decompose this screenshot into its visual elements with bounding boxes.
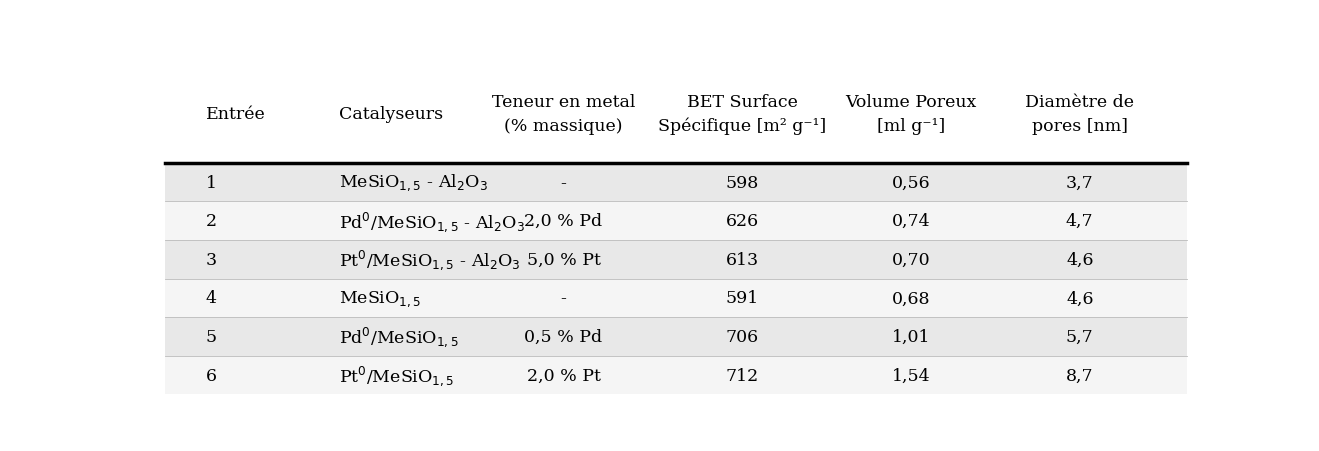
Text: 2,0 % Pd: 2,0 % Pd [525, 213, 603, 230]
Text: 2,0 % Pt: 2,0 % Pt [526, 367, 600, 384]
Text: 0,70: 0,70 [892, 251, 930, 268]
Text: Pd$^0$/MeSiO$_{1,5}$: Pd$^0$/MeSiO$_{1,5}$ [339, 325, 458, 349]
Text: 5,7: 5,7 [1066, 328, 1093, 345]
Text: -: - [561, 290, 566, 307]
Text: 1,54: 1,54 [892, 367, 930, 384]
Text: Pt$^0$/MeSiO$_{1,5}$: Pt$^0$/MeSiO$_{1,5}$ [339, 364, 454, 387]
Text: Pd$^0$/MeSiO$_{1,5}$ - Al$_2$O$_3$: Pd$^0$/MeSiO$_{1,5}$ - Al$_2$O$_3$ [339, 209, 525, 233]
Text: 591: 591 [725, 290, 758, 307]
Text: -: - [561, 174, 566, 191]
Text: 0,5 % Pd: 0,5 % Pd [525, 328, 603, 345]
Text: 5: 5 [206, 328, 216, 345]
Text: Pt$^0$/MeSiO$_{1,5}$ - Al$_2$O$_3$: Pt$^0$/MeSiO$_{1,5}$ - Al$_2$O$_3$ [339, 248, 521, 272]
Text: Volume Poreux
[ml g⁻¹]: Volume Poreux [ml g⁻¹] [845, 94, 977, 134]
Text: 0,56: 0,56 [892, 174, 930, 191]
Text: 4: 4 [206, 290, 216, 307]
Bar [165, 356, 1187, 395]
Text: 5,0 % Pt: 5,0 % Pt [526, 251, 600, 268]
Text: 613: 613 [725, 251, 758, 268]
Text: 4,6: 4,6 [1066, 290, 1093, 307]
Text: 598: 598 [725, 174, 758, 191]
Text: 0,74: 0,74 [892, 213, 930, 230]
Text: BET Surface
Spécifique [m² g⁻¹]: BET Surface Spécifique [m² g⁻¹] [658, 93, 827, 134]
Text: 2: 2 [206, 213, 216, 230]
Text: Entrée: Entrée [206, 106, 265, 123]
Text: 4,6: 4,6 [1066, 251, 1093, 268]
Text: 1: 1 [206, 174, 216, 191]
Bar [165, 240, 1187, 279]
Bar [165, 318, 1187, 356]
Bar [165, 202, 1187, 240]
Text: 0,68: 0,68 [892, 290, 930, 307]
Text: 3,7: 3,7 [1066, 174, 1093, 191]
Bar [165, 279, 1187, 318]
Text: 626: 626 [725, 213, 758, 230]
Text: MeSiO$_{1,5}$ - Al$_2$O$_3$: MeSiO$_{1,5}$ - Al$_2$O$_3$ [339, 172, 488, 193]
Text: 1,01: 1,01 [892, 328, 930, 345]
Text: Catalyseurs: Catalyseurs [339, 106, 443, 123]
Text: 3: 3 [206, 251, 216, 268]
Text: 8,7: 8,7 [1066, 367, 1093, 384]
Bar [165, 164, 1187, 202]
Text: 4,7: 4,7 [1066, 213, 1093, 230]
Text: 706: 706 [725, 328, 758, 345]
Text: Diamètre de
pores [nm]: Diamètre de pores [nm] [1025, 94, 1134, 134]
Text: 712: 712 [725, 367, 758, 384]
Text: 6: 6 [206, 367, 216, 384]
Text: Teneur en metal
(% massique): Teneur en metal (% massique) [492, 94, 636, 134]
Text: MeSiO$_{1,5}$: MeSiO$_{1,5}$ [339, 289, 421, 308]
